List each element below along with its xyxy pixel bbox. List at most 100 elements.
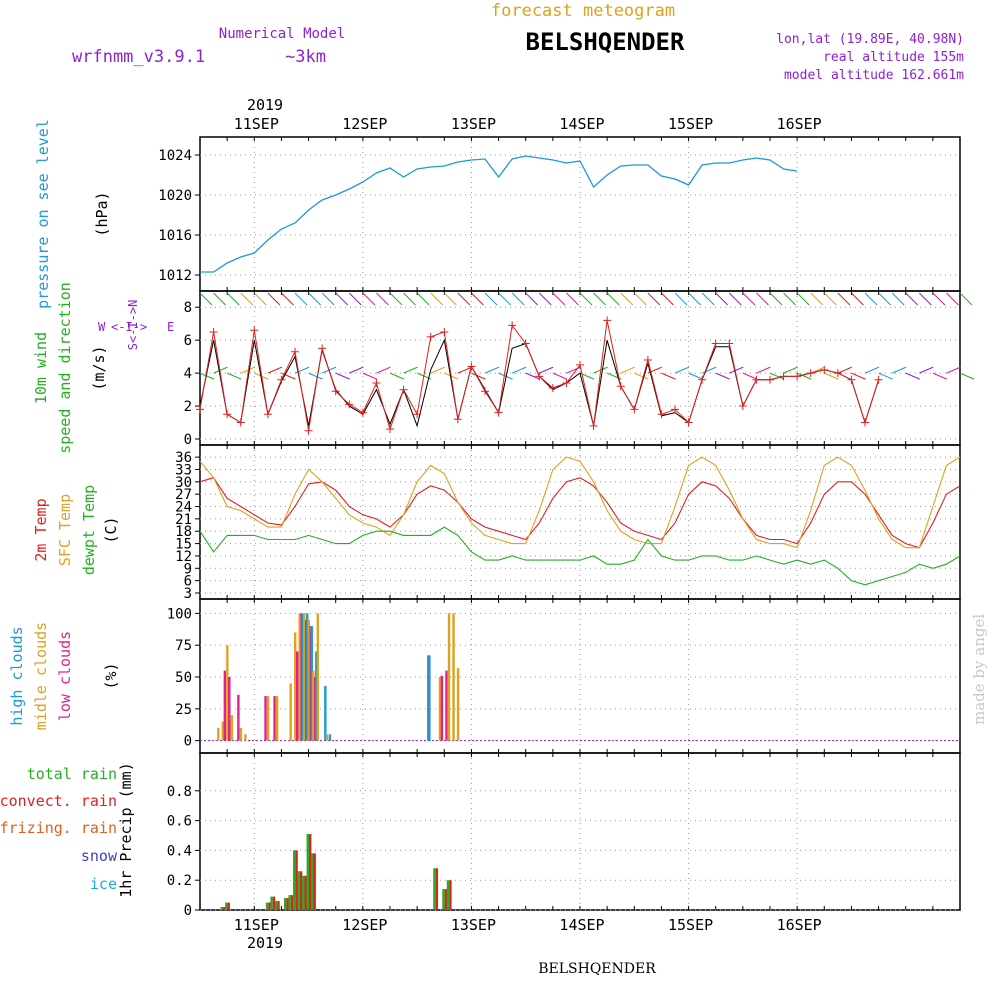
- watermark: made by angel: [970, 614, 988, 725]
- cloud-bar: [298, 613, 301, 741]
- wind-gust-marker: [291, 347, 299, 356]
- y-tick-label: 9: [184, 561, 192, 577]
- wind-arrow: [471, 372, 486, 380]
- model-name: wrfnmm_v3.9.1: [72, 47, 205, 67]
- wind-gust-marker: [508, 321, 517, 330]
- wind-arrow: [552, 292, 566, 306]
- wind-arrow: [878, 372, 893, 380]
- wind-gust-marker: [263, 410, 272, 419]
- wind-arrow: [321, 292, 335, 306]
- cloud-bar: [456, 668, 460, 741]
- y-tick-label: 100: [167, 606, 192, 622]
- wind-arrow: [796, 292, 810, 306]
- y-tick-label: 8: [184, 300, 192, 316]
- bottom-day-labels: 11SEP 12SEP 13SEP 14SEP 15SEP 16SEP: [234, 916, 822, 934]
- y-tick-label: 1012: [158, 268, 192, 284]
- cloud-bar: [316, 613, 320, 741]
- wind-arrow: [226, 372, 242, 380]
- wind-gust-marker: [494, 408, 503, 417]
- cloud-bar: [312, 670, 315, 741]
- wind-arrow: [742, 292, 756, 306]
- wind-gust-marker: [833, 369, 842, 378]
- bottom-day-label: 11SEP: [234, 916, 279, 934]
- cloud-bar: [324, 685, 327, 741]
- y-tick-label: 3: [184, 586, 192, 602]
- wind-gust-marker: [426, 332, 435, 341]
- cloud-bar: [438, 677, 442, 741]
- wind-arrow: [308, 372, 323, 380]
- rain-bar-total: [311, 853, 314, 910]
- rain-bar-convective: [227, 902, 230, 910]
- cloud-bar: [239, 727, 243, 741]
- wind-arrow: [769, 372, 785, 380]
- wind-speed-line: [199, 338, 880, 428]
- wind-arrow: [674, 366, 690, 374]
- cloud-bar: [325, 734, 329, 741]
- wind-gust-marker: [576, 360, 584, 369]
- wind-unit: (m/s): [90, 345, 108, 390]
- rain-bar-convective: [286, 898, 289, 910]
- rain-bar-convective: [272, 896, 276, 910]
- cloud-bar: [237, 694, 240, 741]
- wind-arrow: [240, 366, 255, 374]
- wind-gust-marker: [861, 418, 869, 427]
- rain-bar-total: [293, 850, 296, 910]
- y-tick-label: 6: [184, 574, 192, 590]
- direction-legend-we: <-I->: [111, 320, 147, 334]
- wind-arrow: [824, 372, 839, 380]
- wind-gust-marker: [331, 387, 340, 396]
- cloud-bar: [315, 651, 318, 741]
- top-day-label: 14SEP: [559, 115, 604, 133]
- wind-arrow: [620, 292, 634, 306]
- temp-dewpt-title: dewpt Temp: [80, 485, 98, 575]
- wind-arrow: [606, 292, 620, 306]
- y-tick-label: 75: [175, 638, 192, 654]
- rain-bar-convective: [313, 853, 316, 910]
- lonlat-label: lon,lat (19.89E, 40.98N): [776, 32, 964, 47]
- wind-gust-marker: [657, 410, 666, 419]
- model-resolution: ~3km: [285, 47, 326, 67]
- wind-arrow: [403, 292, 416, 306]
- wind-gust-marker: [453, 415, 462, 424]
- rain-bar-convective: [290, 895, 294, 910]
- rain-bar-convective: [299, 871, 303, 910]
- wind-arrow: [837, 366, 853, 374]
- wind-arrow: [362, 372, 378, 380]
- wind-gust-marker: [779, 372, 788, 381]
- rain-bar-convective: [304, 875, 307, 910]
- wind-arrow: [281, 292, 294, 306]
- wind-gust-marker: [548, 383, 557, 392]
- wind-arrow: [498, 372, 513, 380]
- wind-gust-marker: [250, 326, 259, 335]
- wind-arrow: [701, 292, 715, 306]
- wind-arrow: [566, 292, 579, 306]
- precip-legend-item: frizing. rain: [0, 819, 117, 837]
- wind-arrow: [756, 292, 769, 306]
- wind-arrow: [728, 292, 742, 306]
- wind-gust-marker: [304, 426, 313, 435]
- wind-arrow: [715, 292, 729, 306]
- wind-arrow: [240, 292, 254, 306]
- wind-arrow: [294, 292, 308, 306]
- wind-arrow: [661, 292, 674, 306]
- wind-gust-marker: [562, 379, 571, 387]
- wind-arrow: [376, 366, 391, 374]
- wind-arrows: [199, 292, 975, 380]
- wind-gust-marker: [725, 339, 734, 348]
- wind-gust-marker: [358, 408, 367, 417]
- wind-arrow: [199, 372, 215, 380]
- wind-arrow: [823, 292, 837, 306]
- rain-bar-total: [225, 902, 228, 910]
- direction-legend-sn: S<-I->N: [126, 300, 140, 351]
- cloud-bar: [296, 651, 299, 741]
- wind-arrow: [213, 366, 228, 374]
- wind-arrow: [267, 366, 283, 374]
- wind-arrow: [403, 366, 418, 374]
- y-tick-label: 6: [184, 333, 192, 349]
- wind-arrow: [348, 292, 362, 306]
- t2m-line: [199, 477, 961, 549]
- wind-arrow: [959, 292, 973, 306]
- wind-arrow: [756, 366, 771, 374]
- wind-arrow: [593, 292, 606, 306]
- wind-arrow: [810, 292, 824, 306]
